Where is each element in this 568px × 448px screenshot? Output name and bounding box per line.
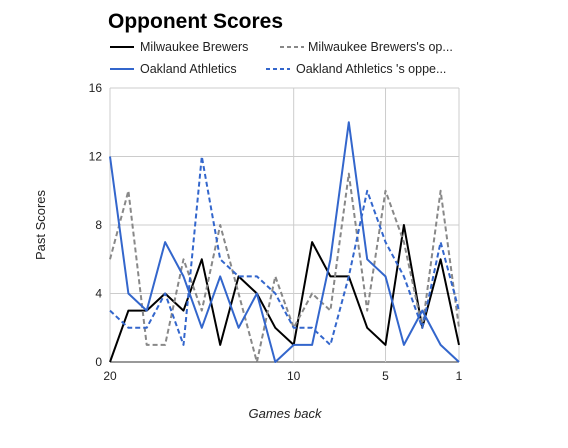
x-tick-label: 1	[456, 369, 463, 383]
legend-label-milwaukee-brewers: Milwaukee Brewers	[140, 40, 248, 54]
grid	[109, 87, 460, 363]
y-tick-label: 16	[89, 81, 103, 95]
x-tick-label: 20	[103, 369, 117, 383]
y-tick-label: 4	[95, 287, 102, 301]
series-line-1	[109, 172, 460, 363]
chart-title: Opponent Scores	[108, 10, 283, 33]
series-line-2	[109, 121, 460, 363]
x-axis-title: Games back	[249, 406, 323, 421]
tick-labels: 0 4 8 12 16 20 10 5 1	[89, 81, 463, 383]
y-tick-label: 12	[89, 150, 103, 164]
legend: Milwaukee Brewers Milwaukee Brewers's op…	[110, 40, 453, 76]
series-lines	[109, 121, 460, 363]
legend-label-milwaukee-brewers-opponents: Milwaukee Brewers's op...	[308, 40, 453, 54]
legend-label-oakland-athletics: Oakland Athletics	[140, 62, 237, 76]
y-tick-label: 8	[95, 218, 102, 232]
y-tick-label: 0	[95, 355, 102, 369]
x-tick-label: 5	[382, 369, 389, 383]
series-line-3	[109, 155, 460, 346]
legend-label-oakland-athletics-opponents: Oakland Athletics 's oppe...	[296, 62, 446, 76]
series-line-0	[109, 224, 460, 363]
x-tick-label: 10	[287, 369, 301, 383]
y-axis-title: Past Scores	[33, 189, 48, 260]
